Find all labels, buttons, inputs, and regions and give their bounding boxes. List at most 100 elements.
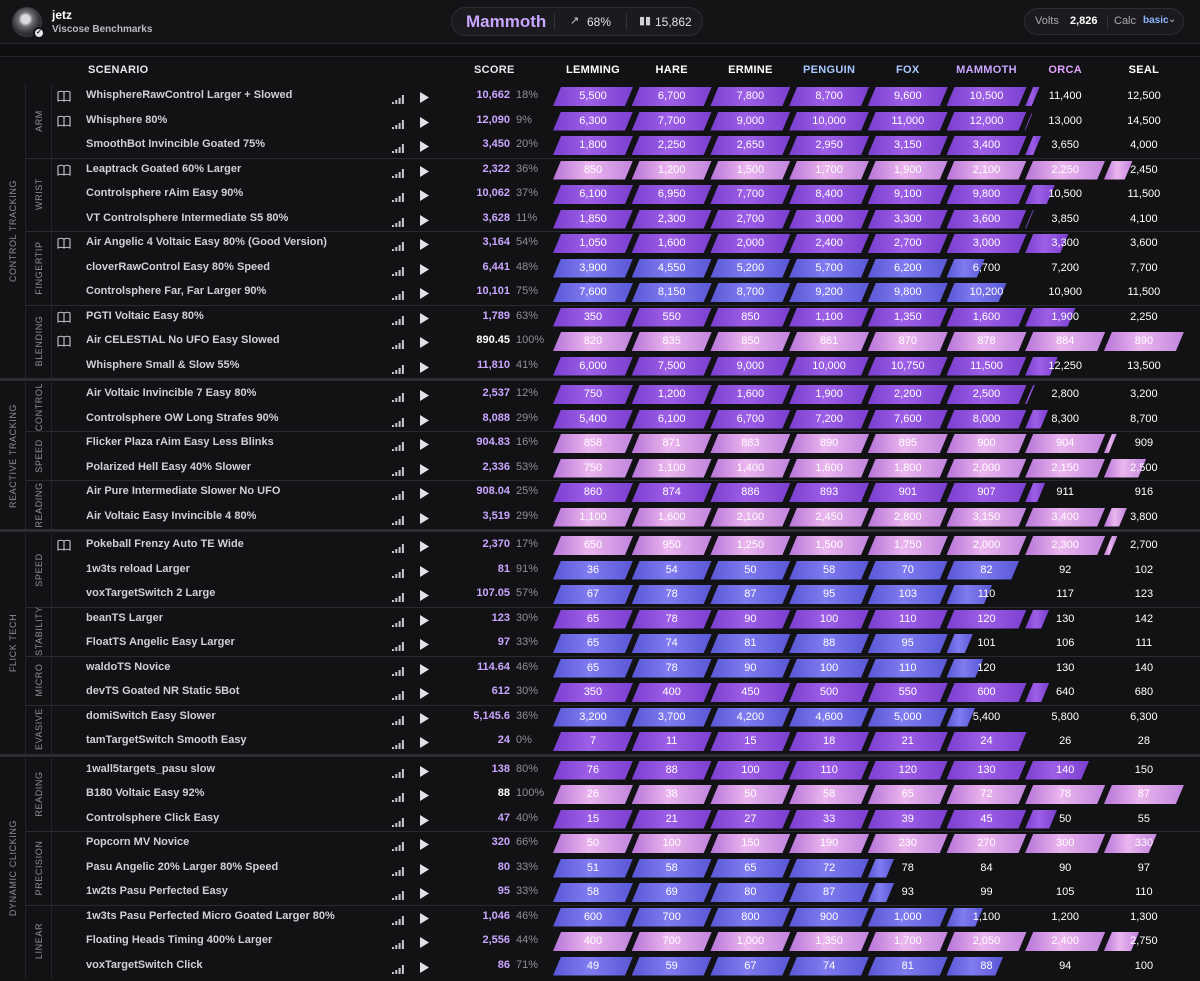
rank-column-header-lemming[interactable]: LEMMING bbox=[565, 64, 621, 76]
signal-bars-icon[interactable] bbox=[392, 614, 404, 627]
scenario-name[interactable]: 1w2ts Pasu Perfected Easy bbox=[86, 885, 228, 897]
play-icon[interactable] bbox=[420, 588, 429, 601]
book-icon[interactable] bbox=[57, 163, 71, 176]
signal-bars-icon[interactable] bbox=[392, 214, 404, 227]
signal-bars-icon[interactable] bbox=[392, 736, 404, 749]
signal-bars-icon[interactable] bbox=[392, 438, 404, 451]
play-icon[interactable] bbox=[420, 213, 429, 226]
play-icon[interactable] bbox=[420, 188, 429, 201]
scenario-name[interactable]: Polarized Hell Easy 40% Slower bbox=[86, 460, 252, 473]
play-icon[interactable] bbox=[420, 637, 429, 650]
scenario-column-header[interactable]: SCENARIO bbox=[88, 64, 149, 76]
scenario-name[interactable]: Popcorn MV Novice bbox=[86, 836, 190, 848]
signal-bars-icon[interactable] bbox=[392, 487, 404, 500]
scenario-name[interactable]: Whisphere 80% bbox=[86, 113, 168, 126]
signal-bars-icon[interactable] bbox=[392, 312, 404, 325]
signal-bars-icon[interactable] bbox=[392, 336, 404, 349]
play-icon[interactable] bbox=[420, 164, 429, 177]
scenario-name[interactable]: Controlsphere OW Long Strafes 90% bbox=[86, 411, 279, 424]
play-icon[interactable] bbox=[420, 564, 429, 577]
scenario-name[interactable]: WhisphereRawControl Larger + Slowed bbox=[86, 89, 293, 101]
scenario-name[interactable]: cloverRawControl Easy 80% Speed bbox=[86, 260, 271, 273]
signal-bars-icon[interactable] bbox=[392, 116, 404, 129]
signal-bars-icon[interactable] bbox=[392, 91, 404, 104]
scenario-name[interactable]: voxTargetSwitch 2 Large bbox=[86, 587, 216, 599]
user-name[interactable]: jetz bbox=[52, 8, 73, 22]
play-icon[interactable] bbox=[420, 960, 429, 973]
signal-bars-icon[interactable] bbox=[392, 814, 404, 827]
scenario-name[interactable]: waldoTS Novice bbox=[86, 660, 171, 673]
scenario-name[interactable]: SmoothBot Invincible Goated 75% bbox=[86, 138, 266, 150]
play-icon[interactable] bbox=[420, 711, 429, 724]
play-icon[interactable] bbox=[420, 511, 429, 524]
scenario-name[interactable]: Air Voltaic Easy Invincible 4 80% bbox=[86, 509, 257, 522]
play-icon[interactable] bbox=[420, 360, 429, 373]
scenario-name[interactable]: Air CELESTIAL No UFO Easy Slowed bbox=[86, 334, 280, 346]
signal-bars-icon[interactable] bbox=[392, 961, 404, 974]
play-icon[interactable] bbox=[420, 262, 429, 275]
scenario-name[interactable]: Controlsphere Far, Far Larger 90% bbox=[86, 285, 267, 297]
rank-column-header-ermine[interactable]: ERMINE bbox=[728, 64, 773, 76]
signal-bars-icon[interactable] bbox=[392, 863, 404, 876]
play-icon[interactable] bbox=[420, 813, 429, 826]
scenario-name[interactable]: VT Controlsphere Intermediate S5 80% bbox=[86, 211, 289, 224]
scenario-name[interactable]: FloatTS Angelic Easy Larger bbox=[86, 636, 235, 648]
scenario-name[interactable]: B180 Voltaic Easy 92% bbox=[86, 787, 205, 799]
rank-column-header-mammoth[interactable]: MAMMOTH bbox=[956, 64, 1017, 76]
signal-bars-icon[interactable] bbox=[392, 638, 404, 651]
book-icon[interactable] bbox=[57, 334, 71, 347]
signal-bars-icon[interactable] bbox=[392, 463, 404, 476]
rank-column-header-orca[interactable]: ORCA bbox=[1048, 64, 1082, 76]
scenario-name[interactable]: Air Angelic 4 Voltaic Easy 80% (Good Ver… bbox=[86, 236, 327, 248]
scenario-name[interactable]: Controlsphere Click Easy bbox=[86, 811, 220, 824]
rank-column-header-penguin[interactable]: PENGUIN bbox=[802, 64, 856, 76]
signal-bars-icon[interactable] bbox=[392, 663, 404, 676]
play-icon[interactable] bbox=[420, 935, 429, 948]
signal-bars-icon[interactable] bbox=[392, 838, 404, 851]
scenario-name[interactable]: Whisphere Small & Slow 55% bbox=[86, 358, 240, 371]
chevron-down-icon[interactable]: ⌄ bbox=[1168, 14, 1177, 25]
scenario-name[interactable]: Air Voltaic Invincible 7 Easy 80% bbox=[86, 387, 257, 399]
signal-bars-icon[interactable] bbox=[392, 287, 404, 300]
scenario-name[interactable]: domiSwitch Easy Slower bbox=[86, 709, 216, 722]
scenario-name[interactable]: Controlsphere rAim Easy 90% bbox=[86, 187, 244, 199]
play-icon[interactable] bbox=[420, 686, 429, 699]
scenario-name[interactable]: Air Pure Intermediate Slower No UFO bbox=[86, 485, 281, 497]
signal-bars-icon[interactable] bbox=[392, 712, 404, 725]
play-icon[interactable] bbox=[420, 886, 429, 899]
signal-bars-icon[interactable] bbox=[392, 789, 404, 802]
scenario-name[interactable]: devTS Goated NR Static 5Bot bbox=[86, 685, 240, 697]
signal-bars-icon[interactable] bbox=[392, 687, 404, 700]
avatar[interactable] bbox=[12, 7, 42, 37]
signal-bars-icon[interactable] bbox=[392, 389, 404, 402]
play-icon[interactable] bbox=[420, 911, 429, 924]
scenario-name[interactable]: 1w3ts reload Larger bbox=[86, 562, 190, 575]
signal-bars-icon[interactable] bbox=[392, 912, 404, 925]
rank-column-header-seal[interactable]: SEAL bbox=[1128, 64, 1160, 76]
play-icon[interactable] bbox=[420, 413, 429, 426]
signal-bars-icon[interactable] bbox=[392, 936, 404, 949]
rank-column-header-hare[interactable]: HARE bbox=[655, 64, 688, 76]
scenario-name[interactable]: Leaptrack Goated 60% Larger bbox=[86, 162, 242, 175]
play-icon[interactable] bbox=[420, 837, 429, 850]
play-icon[interactable] bbox=[420, 613, 429, 626]
play-icon[interactable] bbox=[420, 662, 429, 675]
scenario-name[interactable]: tamTargetSwitch Smooth Easy bbox=[86, 734, 247, 746]
play-icon[interactable] bbox=[420, 788, 429, 801]
signal-bars-icon[interactable] bbox=[392, 361, 404, 374]
play-icon[interactable] bbox=[420, 237, 429, 250]
book-icon[interactable] bbox=[57, 538, 71, 551]
signal-bars-icon[interactable] bbox=[392, 414, 404, 427]
scenario-name[interactable]: Flicker Plaza rAim Easy Less Blinks bbox=[86, 436, 274, 448]
play-icon[interactable] bbox=[420, 539, 429, 552]
scenario-name[interactable]: voxTargetSwitch Click bbox=[86, 958, 203, 971]
scenario-name[interactable]: 1w3ts Pasu Perfected Micro Goated Larger… bbox=[86, 909, 335, 922]
play-icon[interactable] bbox=[420, 764, 429, 777]
book-icon[interactable] bbox=[57, 236, 71, 249]
signal-bars-icon[interactable] bbox=[392, 887, 404, 900]
scenario-name[interactable]: beanTS Larger bbox=[86, 611, 164, 624]
signal-bars-icon[interactable] bbox=[392, 238, 404, 251]
book-icon[interactable] bbox=[57, 89, 71, 102]
play-icon[interactable] bbox=[420, 115, 429, 128]
play-icon[interactable] bbox=[420, 139, 429, 152]
